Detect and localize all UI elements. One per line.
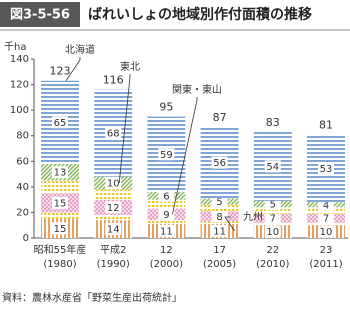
value-label-box: [158, 224, 175, 237]
value-label-box: [264, 198, 281, 211]
x-tick-label: 17: [213, 245, 226, 256]
value-label: 5: [216, 197, 222, 208]
leader-line: [118, 74, 131, 184]
value-label: 7: [323, 214, 329, 225]
y-tick-label: 100: [10, 105, 29, 116]
series-label: 九州: [243, 211, 263, 223]
value-label: 12: [107, 203, 120, 214]
value-label-box: [211, 210, 228, 223]
value-label-box: [318, 162, 334, 175]
value-label: 11: [213, 226, 226, 237]
value-label: 10: [320, 227, 333, 238]
value-label: 53: [320, 164, 333, 175]
value-label: 4: [323, 200, 329, 211]
value-label: 5: [270, 200, 276, 211]
value-label: 14: [107, 225, 120, 236]
value-label-box: [158, 148, 175, 161]
x-tick-year: (2000): [150, 259, 183, 270]
value-label-box: [52, 116, 68, 129]
total-label: 123: [50, 65, 71, 78]
x-tick-year: (1990): [97, 259, 130, 270]
value-label-box: [105, 127, 122, 140]
value-label-box: [52, 222, 68, 235]
series-label: 東北: [120, 60, 140, 73]
figure-label: 図3-5-56: [10, 8, 70, 23]
value-label: 54: [266, 162, 279, 173]
value-label-box: [105, 223, 122, 236]
x-tick-label: 22: [266, 245, 279, 256]
leader-line: [65, 57, 81, 81]
series-label: 関東・東山: [172, 83, 222, 96]
bar-segment: [94, 189, 133, 200]
value-label: 8: [216, 212, 222, 223]
value-label-box: [211, 156, 228, 169]
y-tick-label: 0: [23, 233, 29, 244]
total-label: 83: [266, 116, 280, 129]
bar-segment: [147, 199, 186, 209]
bar-segment: [253, 207, 292, 214]
bar-segment: [200, 204, 239, 212]
value-label: 10: [107, 179, 120, 190]
total-label: 87: [213, 111, 227, 124]
leader-line: [172, 97, 198, 215]
leader-line: [224, 216, 235, 232]
x-tick-year: (2011): [309, 259, 342, 270]
bar-segment: [147, 220, 186, 224]
value-label: 56: [213, 158, 226, 169]
value-label-box: [211, 195, 228, 208]
x-tick-label: 昭和55年産: [34, 243, 87, 256]
value-label-box: [264, 212, 281, 225]
total-label: 116: [103, 74, 124, 87]
value-label: 9: [163, 210, 169, 221]
bar-segment: [200, 221, 239, 224]
value-label: 59: [160, 150, 173, 161]
x-tick-label: 平成2: [100, 244, 126, 256]
value-label: 7: [270, 214, 276, 225]
x-tick-year: (2005): [203, 259, 236, 270]
value-label-box: [211, 224, 228, 237]
y-tick-label: 120: [10, 80, 29, 91]
chart-title: ばれいしょの地域別作付面積の推移: [88, 6, 312, 23]
y-tick-label: 20: [16, 207, 29, 218]
total-label: 81: [319, 118, 333, 131]
y-tick-label: 60: [16, 156, 29, 167]
value-label: 15: [54, 198, 67, 209]
x-tick-label: 12: [160, 245, 173, 256]
total-label: 95: [159, 101, 173, 114]
x-tick-label: 23: [320, 245, 333, 256]
y-tick-label: 40: [16, 182, 29, 193]
value-label-box: [264, 225, 281, 238]
source: 資料：農林水産省「野菜生産出荷統計」: [2, 291, 182, 304]
bar-segment: [41, 180, 79, 194]
value-label-box: [52, 166, 68, 179]
y-tick-label: 80: [16, 131, 29, 142]
x-tick-year: (1980): [43, 259, 76, 270]
value-label-box: [52, 196, 68, 209]
value-label: 68: [107, 129, 120, 140]
value-label: 15: [54, 224, 67, 235]
value-label-box: [158, 189, 175, 202]
value-label: 65: [54, 118, 67, 129]
y-axis-label: 千ha: [4, 41, 26, 53]
value-label-box: [318, 212, 334, 225]
bar-segment: [41, 212, 79, 219]
value-label: 10: [266, 227, 279, 238]
value-label: 11: [160, 226, 173, 237]
value-label: 13: [54, 168, 67, 179]
value-label-box: [105, 177, 122, 190]
value-label: 6: [163, 191, 169, 202]
value-label-box: [264, 160, 281, 173]
y-tick-label: 140: [10, 54, 29, 65]
bar-segment: [94, 214, 133, 221]
value-label-box: [318, 225, 334, 238]
series-label: 北海道: [65, 43, 95, 56]
x-tick-year: (2010): [256, 259, 289, 270]
value-label-box: [158, 208, 175, 221]
figure-label-box: [0, 2, 80, 27]
value-label-box: [105, 201, 122, 214]
